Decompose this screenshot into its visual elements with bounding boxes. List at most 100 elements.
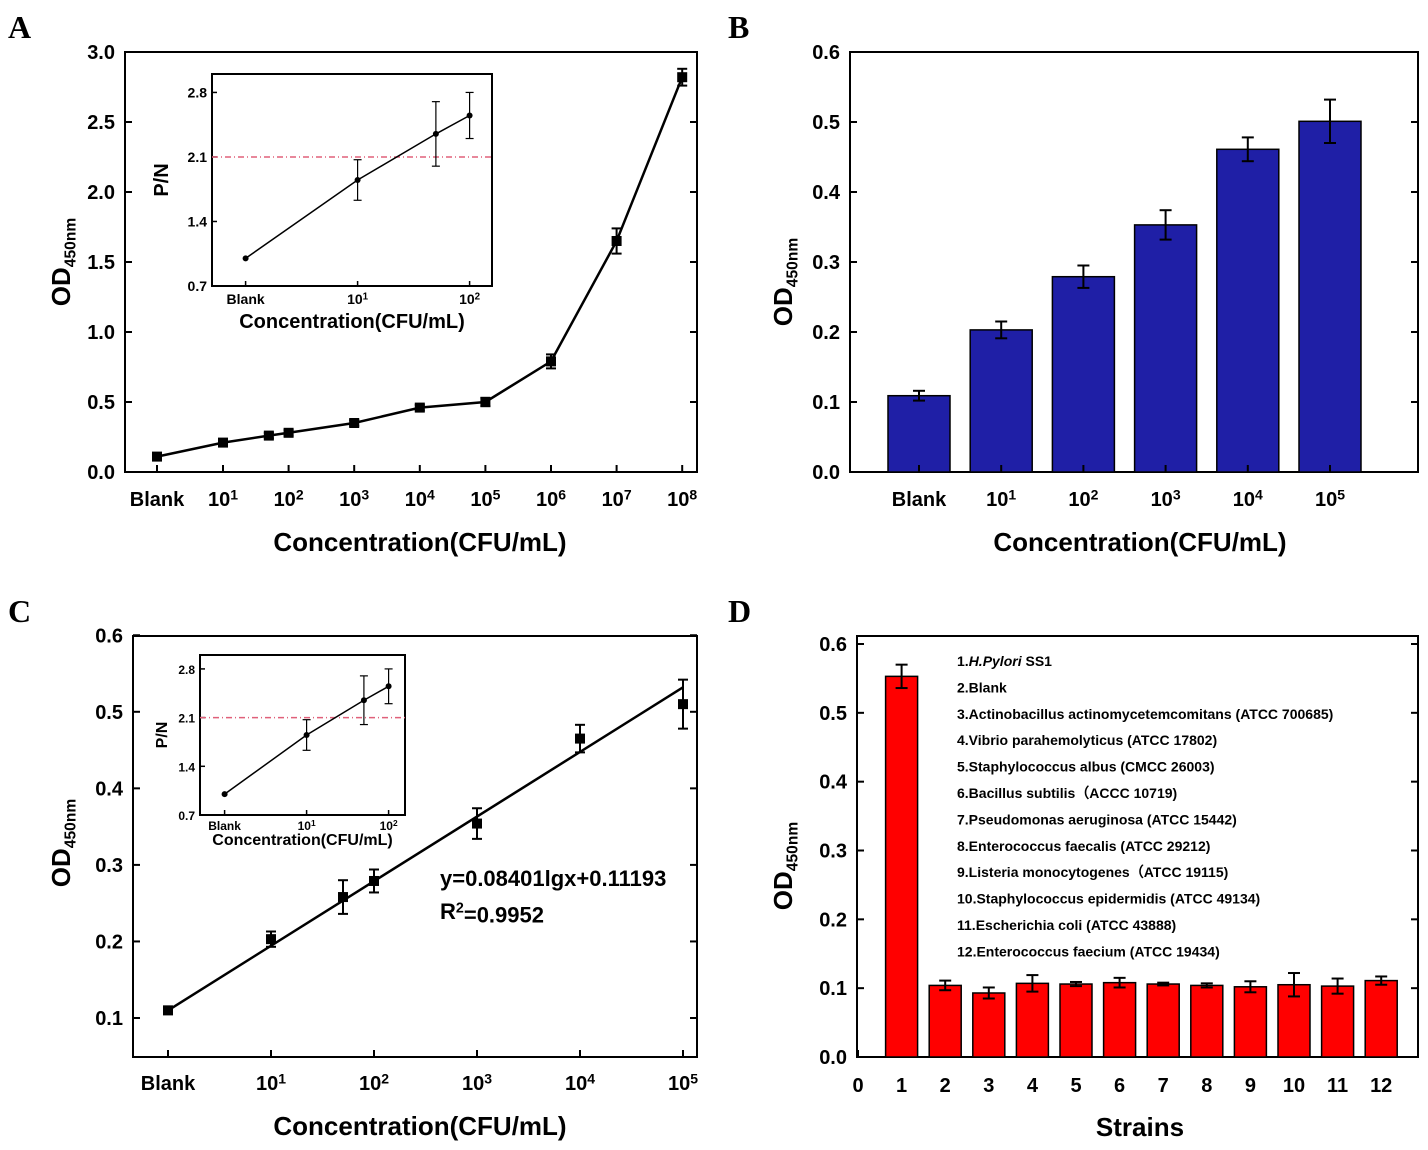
x-tick-label: 102 — [1068, 487, 1098, 511]
x-tick-label: 106 — [536, 487, 566, 511]
panel-d-chart: 0.00.10.20.30.40.50.60 1 2 3 4 5 6 7 8 9 10 11 121.H… — [768, 634, 1419, 1142]
data-point — [218, 437, 228, 448]
data-point — [480, 397, 491, 407]
inset-y-tick-label: 1.4 — [188, 213, 208, 229]
x-tick-label: 101 — [208, 487, 238, 511]
bar — [1233, 986, 1268, 1058]
x-tick-label: 105 — [470, 487, 500, 511]
y-tick-label: 0.1 — [812, 392, 840, 414]
y-tick-label: 1.5 — [87, 252, 115, 274]
panel-c-chart: 0.1 0.2 0.3 0.4 0.5 0.6 Blank 101 102 103 104 105 y=… — [46, 625, 698, 1141]
x-tick-label: 9 — [1245, 1075, 1256, 1097]
y-tick-label: 0.6 — [812, 42, 840, 64]
panel-label-b: B — [728, 9, 749, 45]
data-point — [163, 1005, 173, 1016]
legend-entry: 11.Escherichia coli (ATCC 43888) — [957, 917, 1176, 933]
bar — [969, 329, 1033, 473]
panel-b-chart: 0.0 0.1 0.2 0.3 0.4 0.5 0.6 Blank 101 102 103 104 10… — [768, 42, 1419, 557]
inset-y-tick-label: 0.7 — [188, 278, 208, 294]
x-axis-label: Concentration(CFU/mL) — [993, 527, 1286, 557]
bar — [1298, 120, 1362, 473]
y-tick-label: 0.5 — [95, 702, 123, 724]
data-point — [678, 699, 688, 710]
inset-x-tick-label: 102 — [380, 818, 398, 833]
x-tick-label: Blank — [141, 1073, 196, 1095]
panel-label-a: A — [8, 9, 31, 45]
x-tick-label: 10 — [1283, 1075, 1305, 1097]
data-point — [369, 875, 379, 886]
data-point — [575, 733, 585, 744]
x-tick-label: 103 — [462, 1071, 492, 1095]
x-axis-label: Concentration(CFU/mL) — [273, 1111, 566, 1141]
inset-series-line — [245, 114, 470, 259]
panel-d-frame — [856, 635, 1419, 1058]
data-point — [266, 934, 276, 945]
y-tick-label: 0.5 — [819, 703, 847, 725]
x-tick-label: 8 — [1201, 1075, 1212, 1097]
y-tick-label: 1.0 — [87, 322, 115, 344]
x-tick-label: Blank — [130, 489, 185, 511]
x-tick-label: 3 — [983, 1075, 994, 1097]
y-tick-label: 0.6 — [819, 634, 847, 656]
x-axis-label: Strains — [1096, 1112, 1184, 1142]
inset-y-tick-label: 2.1 — [178, 712, 195, 726]
x-tick-label: 104 — [405, 487, 435, 511]
inset-x-axis-label: Concentration(CFU/mL) — [239, 311, 465, 333]
bar — [1059, 983, 1093, 1058]
x-tick-label: 102 — [274, 487, 304, 511]
inset-data-point — [385, 683, 392, 690]
legend-entry: 9.Listeria monocytogenes（ATCC 19115) — [957, 864, 1228, 880]
inset-data-point — [466, 112, 473, 119]
data-point — [472, 818, 482, 829]
inset-data-point — [221, 791, 228, 798]
bar — [1051, 275, 1116, 473]
bar — [1190, 984, 1224, 1058]
inset-frame — [199, 654, 406, 816]
data-point — [263, 430, 274, 441]
y-tick-label: 0.4 — [95, 778, 124, 800]
y-tick-label: 3.0 — [87, 42, 115, 64]
panel-a-chart: 0.0 0.5 1.0 1.5 2.0 2.5 3.0 Blank 101 102 103 104 10… — [46, 42, 698, 557]
legend-entry: 4.Vibrio parahemolyticus (ATCC 17802) — [957, 732, 1217, 748]
y-tick-label: 2.5 — [87, 112, 115, 134]
inset-y-tick-label: 2.8 — [178, 663, 195, 677]
panel-label-d: D — [728, 593, 751, 629]
inset-frame — [211, 73, 493, 287]
bar — [972, 992, 1006, 1058]
x-tick-label: 104 — [1233, 487, 1263, 511]
inset-data-point — [360, 697, 367, 704]
legend-entry: 5.Staphylococcus albus (CMCC 26003) — [957, 759, 1215, 775]
inset-data-point — [432, 130, 439, 137]
bar — [887, 394, 951, 473]
panel-c-inset: 0.7 1.4 2.1 2.8 Blank 101 102Concentration(CFU… — [154, 654, 406, 849]
y-tick-label: 0.3 — [95, 855, 123, 877]
x-tick-label: 105 — [668, 1071, 698, 1095]
legend-entry: 6.Bacillus subtilis（ACCC 10719) — [957, 785, 1177, 801]
y-tick-label: 2.0 — [87, 182, 115, 204]
legend-entry: 12.Enterococcus faecium (ATCC 19434) — [957, 943, 1220, 959]
inset-x-tick-label: 101 — [347, 291, 369, 307]
r-squared: R2=0.9952 — [440, 899, 544, 927]
data-point — [349, 418, 360, 428]
legend-entry: 1.H.Pylori SS1 — [957, 653, 1052, 669]
inset-y-tick-label: 2.8 — [188, 84, 208, 100]
x-tick-label: 11 — [1327, 1075, 1348, 1097]
x-tick-label: 1 — [896, 1075, 907, 1097]
x-tick-label: 2 — [940, 1075, 951, 1097]
data-point — [283, 427, 294, 438]
y-tick-label: 0.2 — [95, 931, 123, 953]
x-tick-label: 4 — [1027, 1075, 1039, 1097]
data-point — [677, 72, 688, 83]
x-tick-label: 104 — [565, 1071, 595, 1095]
panel-label-c: C — [8, 593, 31, 629]
inset-x-tick-label: 102 — [459, 291, 481, 307]
x-tick-label: 101 — [256, 1071, 286, 1095]
bar — [1216, 148, 1280, 473]
inset-x-tick-label: Blank — [227, 291, 265, 307]
y-tick-label: 0.1 — [95, 1008, 123, 1030]
inset-y-axis-label: P/N — [154, 722, 171, 749]
y-tick-label: 0.1 — [819, 978, 847, 1000]
x-tick-label: Blank — [892, 489, 947, 511]
y-tick-label: 0.5 — [87, 392, 115, 414]
